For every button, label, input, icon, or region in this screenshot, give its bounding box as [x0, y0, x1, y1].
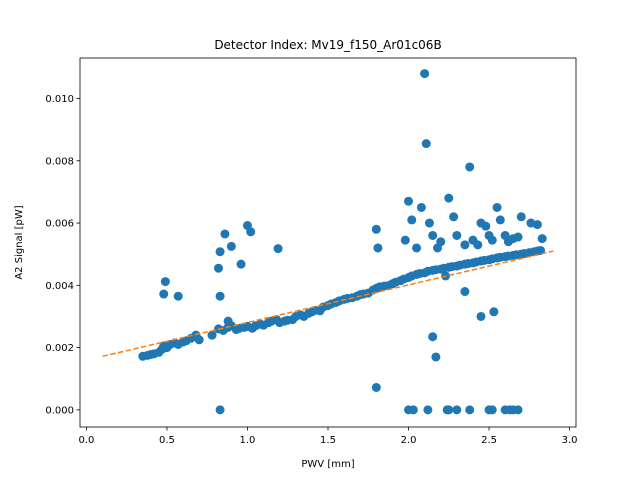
data-point	[473, 240, 483, 250]
data-point	[431, 352, 441, 362]
data-point	[487, 405, 497, 415]
y-axis-label: A2 Signal [pW]	[14, 205, 25, 279]
data-point	[465, 162, 475, 172]
data-point	[452, 405, 462, 415]
data-point	[537, 234, 547, 244]
data-point	[404, 196, 414, 206]
data-points	[138, 69, 547, 415]
data-point	[412, 243, 422, 253]
data-point	[444, 193, 454, 203]
data-point	[160, 277, 170, 287]
data-point	[220, 229, 230, 239]
data-point	[159, 289, 169, 299]
data-point	[492, 202, 502, 212]
x-tick-label: 1.0	[240, 435, 256, 446]
data-point	[513, 405, 523, 415]
data-point	[173, 291, 183, 301]
x-tick-label: 2.0	[401, 435, 417, 446]
data-point	[444, 405, 454, 415]
data-point	[207, 330, 217, 340]
data-point	[407, 215, 417, 225]
x-tick-label: 2.5	[481, 435, 497, 446]
data-point	[495, 215, 505, 225]
data-point	[421, 139, 431, 149]
data-point	[476, 311, 486, 321]
data-point	[371, 224, 381, 234]
y-tick-label: 0.010	[45, 94, 74, 105]
data-point	[215, 247, 225, 257]
data-point	[373, 243, 383, 253]
y-tick-label: 0.000	[45, 405, 74, 416]
y-tick-label: 0.008	[45, 156, 74, 167]
y-tick-label: 0.002	[45, 343, 74, 354]
y-axis-ticks: 0.000 0.002 0.004 0.006 0.008 0.010	[45, 94, 80, 416]
data-point	[532, 220, 542, 230]
data-point	[416, 202, 426, 212]
data-point	[460, 287, 470, 297]
x-axis-ticks: 0.0 0.5 1.0 1.5 2.0 2.5 3.0	[78, 427, 578, 446]
data-point	[428, 332, 438, 342]
data-point	[423, 405, 433, 415]
data-point	[400, 235, 410, 245]
y-tick-label: 0.006	[45, 219, 74, 230]
data-point	[226, 241, 236, 251]
fit-line	[102, 250, 554, 358]
data-point	[436, 237, 446, 247]
data-point	[213, 263, 223, 273]
data-point	[408, 405, 418, 415]
data-point	[513, 232, 523, 242]
x-tick-label: 0.0	[78, 435, 94, 446]
data-point	[215, 405, 225, 415]
x-tick-label: 0.5	[159, 435, 175, 446]
data-point	[424, 218, 434, 228]
data-point	[465, 405, 475, 415]
data-point	[487, 235, 497, 245]
data-point	[236, 259, 246, 269]
data-point	[428, 230, 438, 240]
data-point	[536, 245, 546, 255]
data-point	[223, 316, 233, 326]
data-point	[481, 221, 491, 231]
data-point	[371, 382, 381, 392]
data-point	[420, 69, 430, 79]
data-point	[460, 240, 470, 250]
data-point	[489, 307, 499, 317]
y-tick-label: 0.004	[45, 281, 74, 292]
data-point	[516, 212, 526, 222]
data-point	[215, 291, 225, 301]
x-axis-label: PWV [mm]	[301, 459, 354, 470]
data-point	[246, 227, 256, 237]
data-point	[194, 335, 204, 345]
x-tick-label: 1.5	[320, 435, 336, 446]
data-point	[452, 230, 462, 240]
chart-title: Detector Index: Mv19_f150_Ar01c06B	[214, 38, 441, 52]
x-tick-label: 3.0	[562, 435, 578, 446]
data-point	[449, 212, 459, 222]
data-point	[273, 244, 283, 254]
